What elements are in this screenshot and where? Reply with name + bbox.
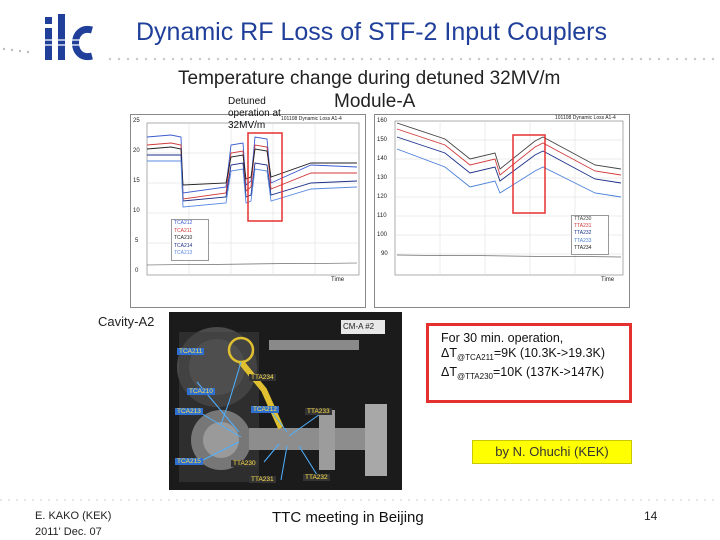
- sensor-label: TCA215: [175, 458, 203, 465]
- coupler-illustration: [169, 312, 402, 490]
- cavity-label: Cavity-A2: [98, 314, 155, 329]
- left-plot-ytick: 5: [135, 238, 139, 244]
- sensor-subscript: @TCA211: [457, 353, 494, 362]
- header-dotted-rule: [2, 47, 715, 61]
- sensor-label: TTA234: [249, 374, 276, 381]
- trace-tca213: [147, 160, 358, 208]
- right-plot-ytick: 160: [377, 118, 388, 124]
- legend-item: TTA233: [574, 237, 592, 244]
- left-plot-ytick: 15: [133, 178, 140, 184]
- sensor-label: TCA212: [251, 406, 279, 413]
- result-line-1: For 30 min. operation,: [441, 331, 564, 345]
- left-plot-title: 101108 Dynamic Loss A1-4: [281, 116, 342, 122]
- footer-author: E. KAKO (KEK): [35, 510, 112, 522]
- module-tag: CM-A #2: [343, 322, 375, 331]
- right-plot-ytick: 150: [377, 137, 388, 143]
- left-plot-legend: TCA212 TCA211 TCA210 TCA214 TCA213: [171, 219, 209, 261]
- right-plot-xlabel: Time: [601, 277, 615, 283]
- footer-author-block: E. KAKO (KEK) 2011' Dec. 07: [35, 508, 111, 540]
- footer-dotted-rule: [0, 499, 720, 501]
- sensor-label: TCA213: [175, 408, 203, 415]
- sensor-subscript: @TTA230: [457, 372, 493, 381]
- trace-tta230: [396, 122, 622, 170]
- sensor-label: TCA211: [177, 348, 205, 355]
- detuned-highlight-box: [247, 132, 283, 222]
- result-line-3: ΔT@TTA230=10K (137K->147K): [441, 365, 629, 384]
- coupler-photo: CM-A #2 TCA211 TTA234 TCA210 TCA212 TTA2…: [169, 312, 402, 490]
- ilc-logo: [42, 14, 98, 61]
- footer-meeting: TTC meeting in Beijing: [272, 509, 424, 526]
- legend-item: TTA234: [574, 244, 592, 251]
- delta-value: =9K (10.3K->19.3K): [493, 346, 606, 360]
- left-plot-ytick: 20: [133, 148, 140, 154]
- slide-subtitle: Temperature change during detuned 32MV/m…: [178, 67, 598, 113]
- right-plot-ytick: 100: [377, 232, 388, 238]
- delta-symbol: ΔT: [441, 365, 457, 379]
- delta-symbol: ΔT: [441, 346, 457, 360]
- left-temperature-plot: 25 20 15 10 5 0 101108 Dynamic Loss A1-4…: [130, 114, 366, 308]
- sensor-label: TTA233: [305, 408, 332, 415]
- result-text: For 30 min. operation, ΔT@TCA211=9K (10.…: [429, 326, 629, 384]
- right-plot-title: 101108 Dynamic Loss A1-4: [555, 115, 616, 121]
- legend-item: TCA212: [174, 220, 193, 226]
- right-plot-ytick: 90: [381, 251, 388, 257]
- legend-item: TTA232: [574, 230, 592, 237]
- left-plot-xlabel: Time: [331, 277, 345, 283]
- legend-item: TCA210: [174, 235, 193, 241]
- left-plot-svg: [146, 122, 360, 276]
- legend-item: TTA231: [574, 223, 592, 230]
- slide-title: Dynamic RF Loss of STF-2 Input Couplers: [136, 18, 607, 46]
- result-line-2: ΔT@TCA211=9K (10.3K->19.3K): [441, 346, 629, 365]
- sensor-label: TCA210: [187, 388, 215, 395]
- delta-value: =10K (137K->147K): [492, 365, 605, 379]
- trace-tta233: [396, 148, 622, 198]
- sensor-label: TTA230: [231, 460, 258, 467]
- left-plot-ytick: 10: [133, 208, 140, 214]
- credit-label: by N. Ohuchi (KEK): [472, 440, 632, 464]
- right-plot-svg: [394, 120, 624, 276]
- trace-flat: [146, 262, 358, 266]
- footer-date: 2011' Dec. 07: [35, 526, 102, 538]
- legend-item: TCA214: [174, 242, 193, 249]
- sensor-label: TTA232: [303, 474, 330, 481]
- detuned-highlight-box: [512, 134, 546, 214]
- subtitle-line-2: Module-A: [334, 91, 416, 112]
- legend-item: TCA213: [174, 250, 193, 256]
- trace-tta231: [396, 128, 622, 176]
- detuned-annotation: Detuned operation at 32MV/m: [228, 96, 281, 131]
- result-box: For 30 min. operation, ΔT@TCA211=9K (10.…: [426, 323, 632, 403]
- page-number: 14: [644, 509, 658, 523]
- left-plot-ytick: 0: [135, 268, 139, 274]
- right-plot-ytick: 120: [377, 194, 388, 200]
- legend-item: TTA230: [574, 216, 592, 222]
- legend-item: TCA211: [174, 227, 192, 234]
- right-plot-legend: TTA230 TTA231 TTA232 TTA233 TTA234: [571, 215, 609, 255]
- trace-tta234: [396, 254, 622, 258]
- sensor-label: TTA231: [249, 476, 276, 483]
- right-plot-ytick: 140: [377, 156, 388, 162]
- trace-tta232: [396, 136, 622, 184]
- right-plot-ytick: 110: [377, 213, 387, 219]
- right-plot-ytick: 130: [377, 175, 388, 181]
- right-temperature-plot: 160 150 140 130 120 110 100 90 101108 Dy…: [374, 114, 630, 308]
- subtitle-line-1: Temperature change during detuned 32MV/m: [178, 68, 561, 89]
- left-plot-ytick: 25: [133, 118, 140, 124]
